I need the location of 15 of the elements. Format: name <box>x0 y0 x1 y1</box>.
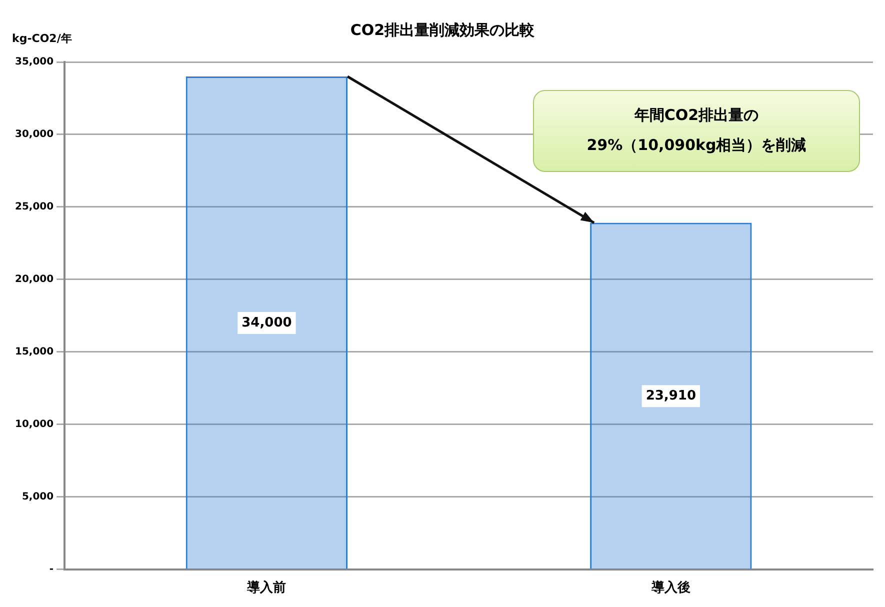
y-tick-label: - <box>49 564 54 575</box>
y-axis-title: kg-CO2/年 <box>12 32 72 45</box>
chart-title: CO2排出量削減効果の比較 <box>350 20 536 39</box>
x-tick-label: 導入後 <box>650 580 690 596</box>
y-tick-label: 30,000 <box>14 129 54 140</box>
y-tick-label: 10,000 <box>14 419 54 430</box>
annotation: 年間CO2排出量の 29%（10,090kg相当）を削減 <box>586 105 808 156</box>
y-tick-label: 20,000 <box>14 274 54 286</box>
y-tick-label: 25,000 <box>14 202 54 213</box>
x-tick-label: 導入前 <box>246 580 286 596</box>
y-tick-label: 15,000 <box>14 346 54 358</box>
y-tick-label: 35,000 <box>14 56 54 68</box>
data-label: 34,000 <box>242 315 292 330</box>
data-label: 23,910 <box>646 388 696 404</box>
y-tick-label: 5,000 <box>22 492 54 503</box>
